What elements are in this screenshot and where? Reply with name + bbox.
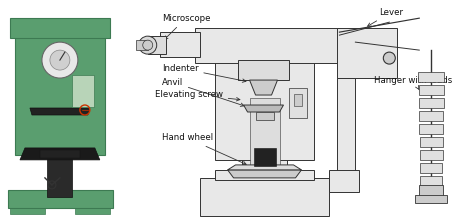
Bar [8,190,113,208]
Bar [200,178,329,216]
Circle shape [50,50,70,70]
Bar [249,98,280,172]
Bar [337,78,356,188]
Text: Hand wheel: Hand wheel [162,134,246,165]
Bar [419,111,444,121]
Bar [419,85,444,95]
Bar [415,195,447,203]
Bar [290,88,308,118]
Bar [136,40,148,50]
Text: Anvil: Anvil [162,78,244,106]
Bar [40,150,80,158]
Bar [52,105,67,150]
Bar [75,200,110,214]
Bar [419,137,443,147]
Text: Hanger with loads: Hanger with loads [374,75,453,90]
Text: Indenter: Indenter [162,64,246,82]
Polygon shape [244,105,283,112]
Bar [419,124,443,134]
Bar [72,75,94,107]
Bar [419,98,444,108]
Bar [420,150,443,160]
Bar [10,18,110,38]
Bar [419,185,443,197]
Text: Elevating screw: Elevating screw [155,90,240,101]
Text: Microscope: Microscope [162,14,210,39]
Bar [237,60,290,80]
Circle shape [139,36,157,54]
Polygon shape [30,108,90,115]
Bar [420,163,442,173]
Polygon shape [228,165,301,170]
Circle shape [383,52,395,64]
Bar [294,94,302,106]
Polygon shape [20,148,100,160]
Bar [215,170,314,180]
Bar [15,35,105,155]
Circle shape [42,42,78,78]
Bar [195,28,339,63]
Text: Lever: Lever [367,8,403,26]
Bar [337,28,397,78]
Bar [160,32,200,57]
Bar [215,60,314,160]
Bar [329,170,359,192]
Bar [148,36,166,54]
Bar [255,112,273,120]
Bar [47,145,72,197]
Bar [254,148,275,166]
Circle shape [143,40,153,50]
Polygon shape [228,170,301,178]
Bar [420,176,442,186]
Bar [242,95,288,175]
Polygon shape [249,80,277,95]
Bar [418,72,444,82]
Bar [10,200,45,214]
